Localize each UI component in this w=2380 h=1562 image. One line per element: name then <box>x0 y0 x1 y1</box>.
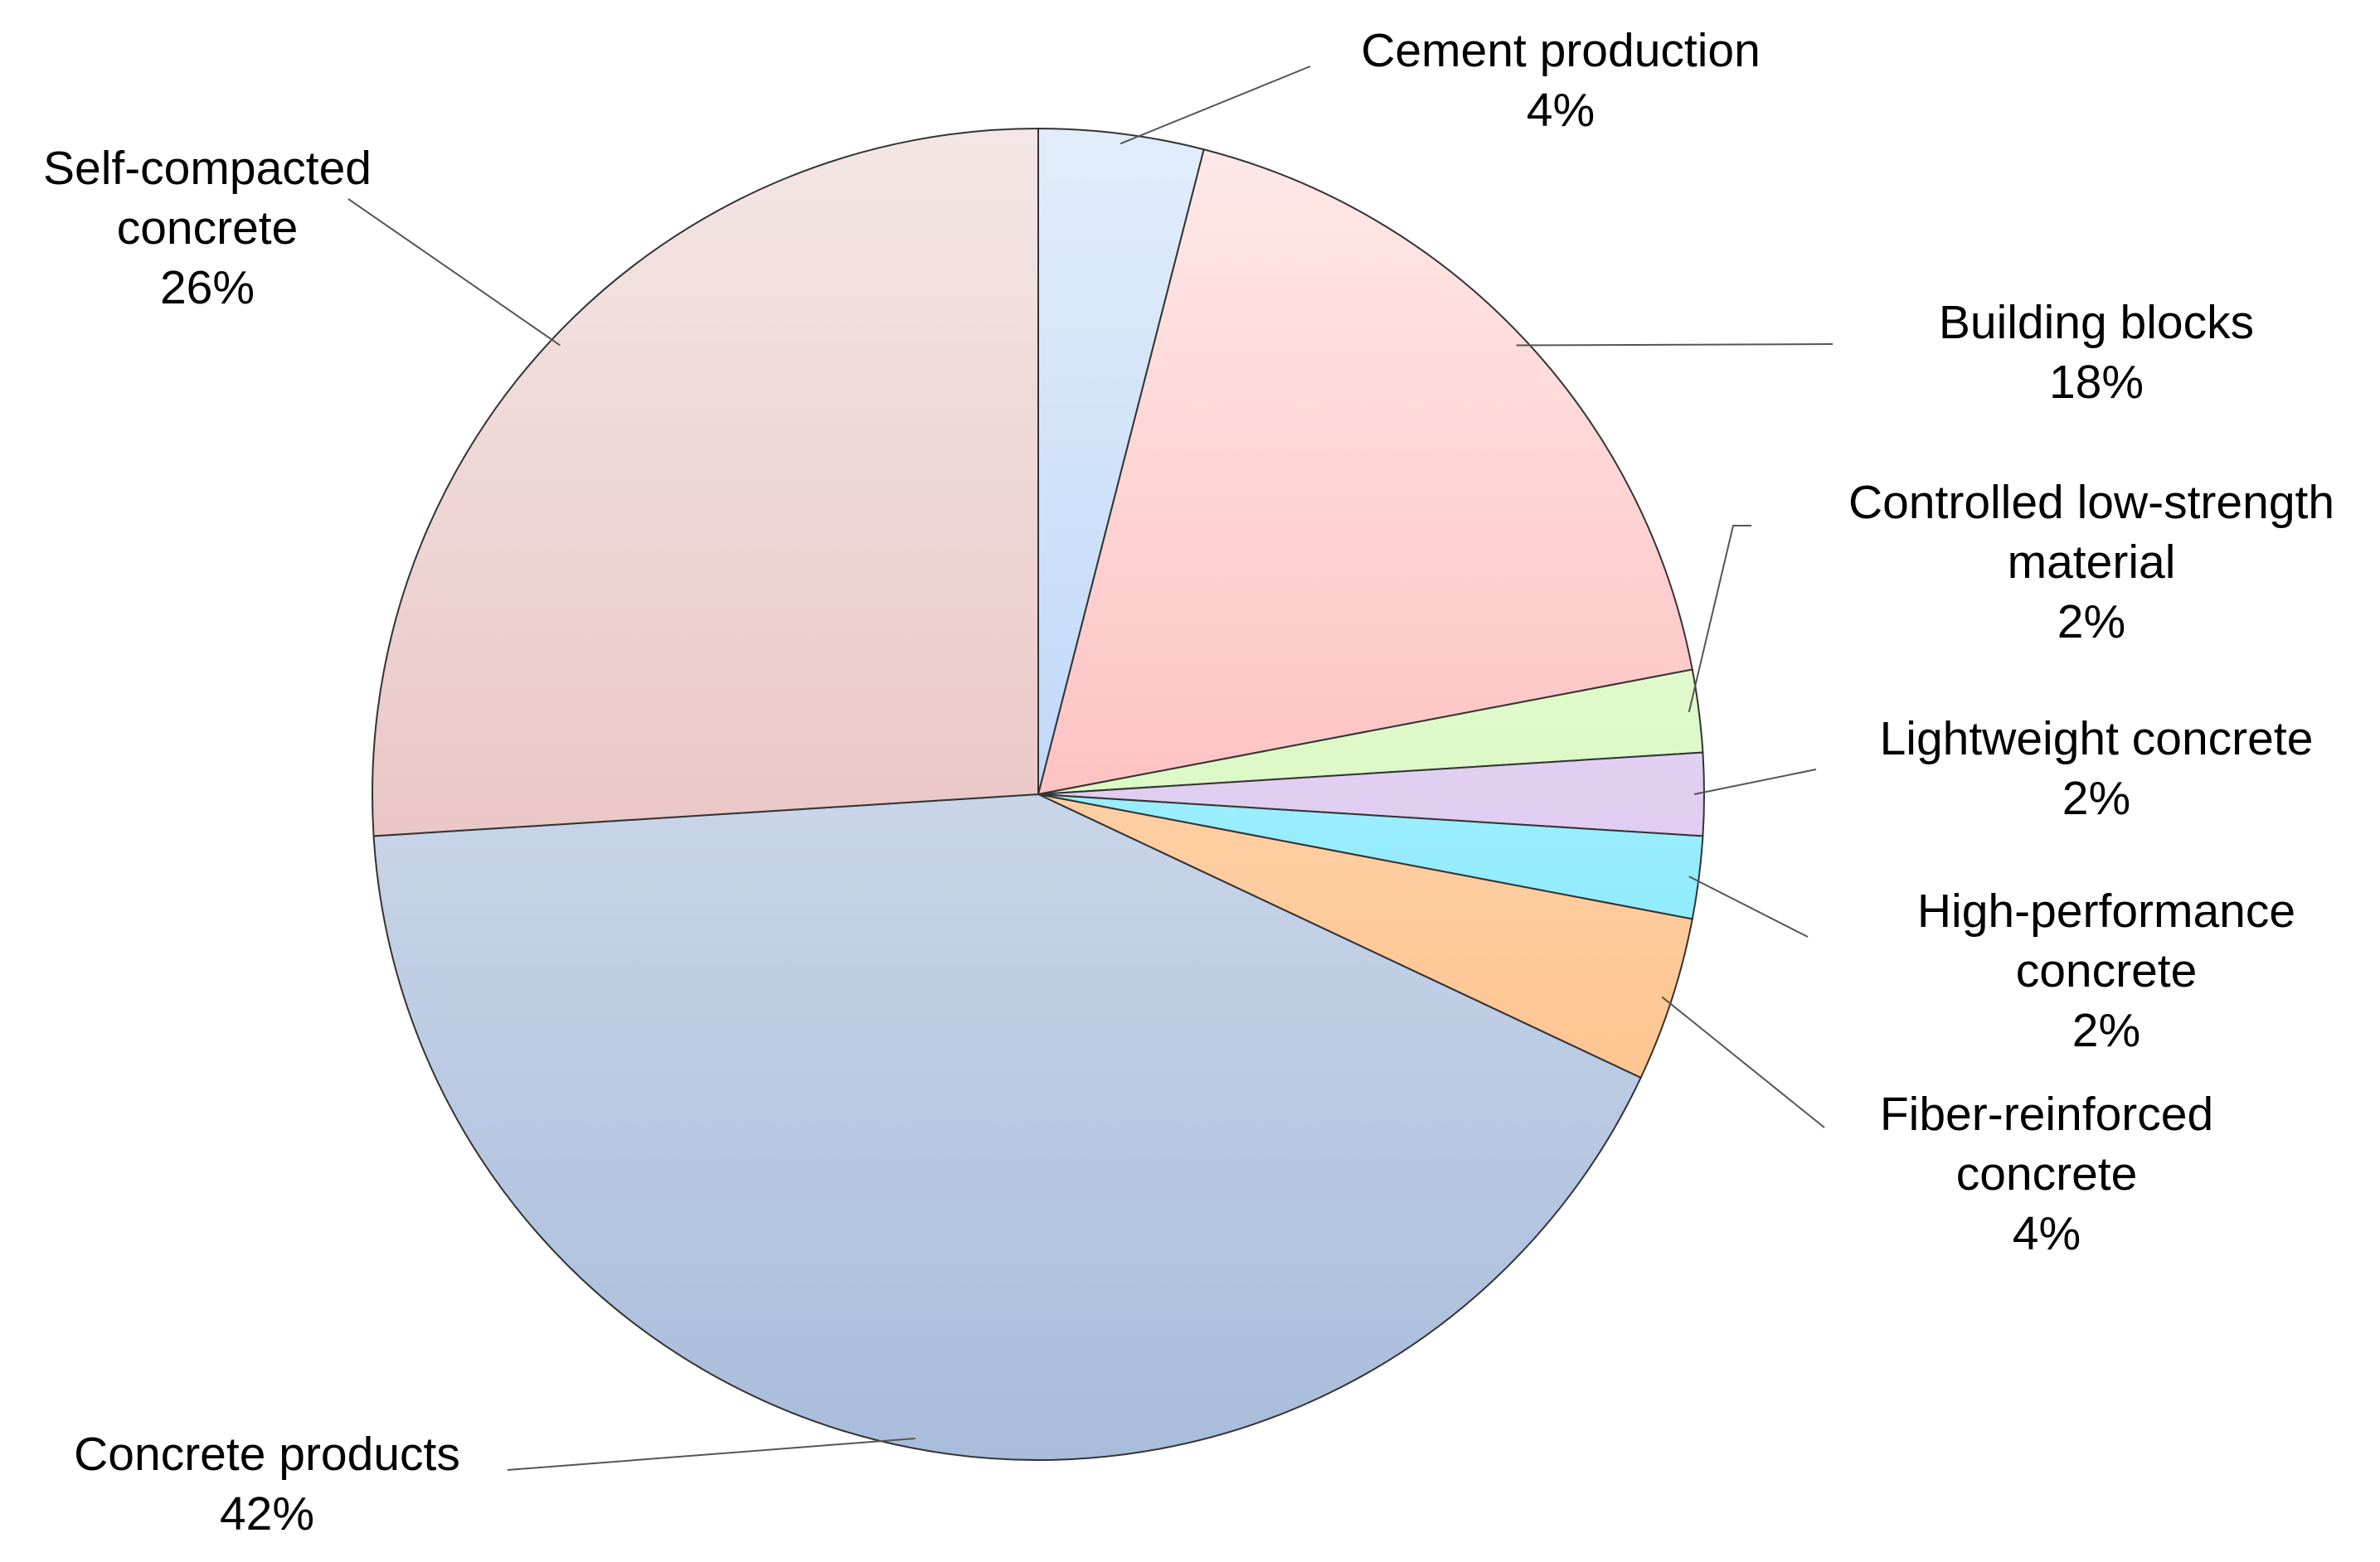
slice-label: Concrete products 42% <box>74 1428 460 1540</box>
slice-label: Fiber-reinforced concrete 4% <box>1880 1088 2213 1260</box>
slice-name-label: concrete <box>1956 1147 2138 1201</box>
slice-percent-label: 18% <box>2049 356 2144 409</box>
slice-label: Self-compacted concrete 26% <box>43 142 372 314</box>
slice-name-label: Lightweight concrete <box>1880 712 2314 765</box>
slice-label: High-performance concrete 2% <box>1917 885 2295 1057</box>
pie-slice-fiber-reinforced-concrete <box>1037 793 1693 1079</box>
slice-name-label: concrete <box>117 201 299 255</box>
slice-percent-label: 42% <box>220 1487 314 1540</box>
leader-line <box>1661 996 1825 1128</box>
pie-slice-self-compacted-concrete <box>372 127 1039 837</box>
slice-percent-label: 4% <box>1527 84 1595 137</box>
slice-label: Lightweight concrete 2% <box>1880 712 2314 825</box>
slice-label: Building blocks 18% <box>1939 296 2254 409</box>
pie-slice-cement-production <box>1037 127 1205 795</box>
leader-line <box>1516 343 1834 347</box>
slice-name-label: Building blocks <box>1939 296 2254 349</box>
slice-percent-label: 2% <box>2062 772 2130 825</box>
leader-line <box>347 198 561 347</box>
leader-line <box>1688 876 1809 938</box>
slice-name-label: Controlled low-strength <box>1848 476 2334 529</box>
pie-slice-concrete-products <box>372 793 1642 1461</box>
leader-line <box>1693 769 1817 795</box>
slice-name-label: High-performance <box>1917 885 2295 938</box>
slices-layer <box>372 127 1705 1461</box>
leader-lines-layer <box>347 65 1834 1471</box>
slice-percent-label: 4% <box>2013 1207 2081 1260</box>
slice-label: Cement production 4% <box>1361 24 1761 137</box>
slice-percent-label: 26% <box>160 261 255 314</box>
labels-layer: Cement production 4% Building blocks 18% Con… <box>43 24 2334 1540</box>
leader-line <box>1688 525 1751 713</box>
leader-line <box>507 1437 916 1471</box>
slice-name-label: Cement production <box>1361 24 1761 77</box>
slice-label: Controlled low-strength material 2% <box>1848 476 2334 648</box>
slice-percent-label: 2% <box>2072 1004 2140 1057</box>
pie-slice-building-blocks <box>1037 148 1693 796</box>
slice-name-label: Self-compacted <box>43 142 372 195</box>
slice-name-label: Fiber-reinforced <box>1880 1088 2213 1141</box>
leader-line <box>1120 65 1311 145</box>
slice-name-label: material <box>2008 536 2176 589</box>
slice-percent-label: 2% <box>2057 595 2125 648</box>
slice-name-label: concrete <box>2016 944 2198 997</box>
slice-name-label: Concrete products <box>74 1428 460 1481</box>
